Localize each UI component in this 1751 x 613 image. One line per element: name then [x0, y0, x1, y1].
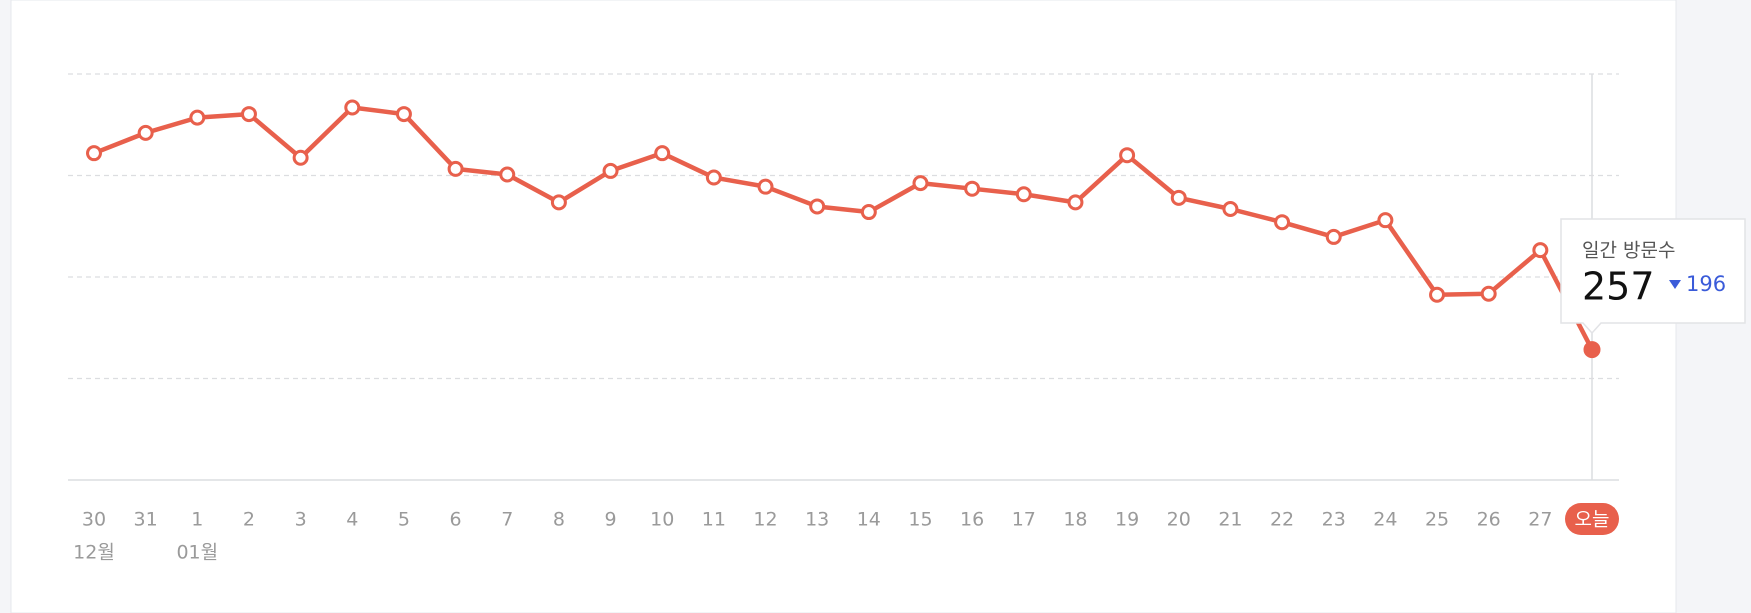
x-tick-label: 15 [908, 509, 932, 531]
point [912, 175, 929, 192]
point [964, 180, 981, 197]
point [550, 194, 567, 211]
x-tick-label: 8 [553, 509, 565, 531]
x-tick-label: 26 [1477, 509, 1501, 531]
point [757, 178, 774, 195]
x-tick-label: 오늘 [1575, 509, 1610, 531]
x-tick-label: 18 [1063, 509, 1087, 531]
x-tick-label: 14 [857, 509, 881, 531]
point [447, 160, 464, 177]
tooltip-value: 257 [1582, 265, 1655, 309]
x-tick-label: 16 [960, 509, 984, 531]
x-tick-label: 23 [1322, 509, 1346, 531]
change-arrow [1669, 280, 1681, 289]
tooltip-change: 196 [1686, 272, 1726, 296]
point [499, 166, 516, 183]
x-tick-label: 30 [82, 509, 106, 531]
x-tick-label: 13 [805, 509, 829, 531]
point [137, 124, 154, 141]
x-tick-label: 19 [1115, 509, 1139, 531]
point [602, 162, 619, 179]
card [10, 0, 1677, 613]
point [395, 106, 412, 123]
point [1532, 242, 1549, 259]
point [86, 145, 102, 162]
point [860, 204, 877, 221]
point [1429, 286, 1446, 303]
x-tick-label: 1 [191, 509, 203, 531]
point [654, 145, 671, 162]
x-tick-label: 2 [243, 509, 255, 531]
line [93, 105, 1594, 351]
x-tick-label: 20 [1167, 509, 1191, 531]
x-tick-label: 21 [1218, 509, 1242, 531]
point [240, 106, 257, 123]
point [1583, 341, 1601, 359]
point [1480, 285, 1497, 302]
point [1274, 214, 1291, 231]
tooltip-label: 일간 방문수 [1582, 240, 1675, 262]
x-tick-label: 27 [1528, 509, 1552, 531]
point [1222, 200, 1239, 217]
today-badge [1565, 503, 1619, 535]
x-tick-label: 22 [1270, 509, 1294, 531]
x-tick-label: 11 [702, 509, 726, 531]
point [1170, 189, 1187, 206]
x-tick-label: 24 [1373, 509, 1397, 531]
x-tick-label: 3 [295, 509, 307, 531]
x-tick-label: 31 [134, 509, 158, 531]
x-tick-label: 4 [346, 509, 358, 531]
x-tick-label: 10 [650, 509, 674, 531]
point [1325, 228, 1342, 245]
tooltip-box [1560, 218, 1746, 335]
x-tick-label: 6 [450, 509, 462, 531]
point [1377, 212, 1394, 229]
month-label: 01월 [176, 542, 218, 564]
point [1067, 194, 1084, 211]
point [1119, 147, 1136, 164]
x-tick-label: 5 [398, 509, 410, 531]
month-label: 12월 [73, 542, 115, 564]
point [292, 149, 309, 166]
x-tick-label: 17 [1012, 509, 1036, 531]
point [189, 109, 206, 126]
point [344, 99, 361, 116]
point [1015, 186, 1032, 203]
point [809, 198, 826, 215]
point [705, 169, 722, 186]
x-tick-label: 9 [605, 509, 617, 531]
x-tick-label: 12 [753, 509, 777, 531]
x-tick-label: 7 [501, 509, 513, 531]
x-tick-label: 25 [1425, 509, 1449, 531]
